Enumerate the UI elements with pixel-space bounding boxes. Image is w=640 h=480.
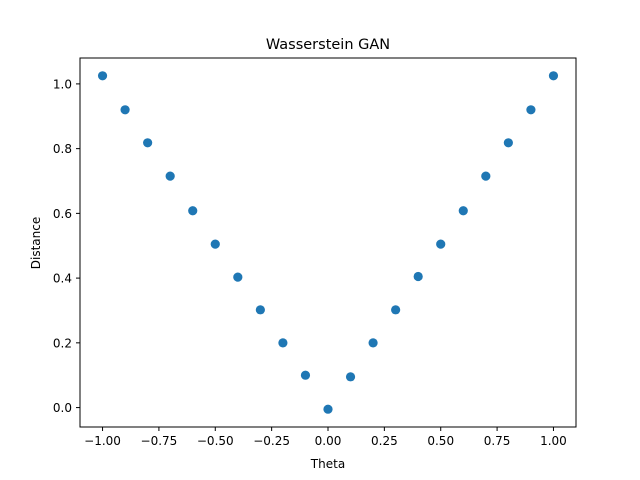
data-point (323, 404, 333, 414)
data-point (120, 105, 130, 115)
y-axis-ticks: 0.0 0.2 0.4 0.6 0.8 1.0 (53, 77, 80, 415)
data-point (345, 372, 356, 382)
data-point (436, 239, 446, 249)
x-axis-ticks: −1.00 −0.75 −0.50 −0.25 0.00 0.25 0.50 0.75 1.00 (84, 427, 567, 448)
y-tick-label: 0.2 (53, 336, 72, 350)
data-point (413, 271, 423, 282)
data-point (481, 171, 491, 181)
x-tick-label: −0.25 (253, 434, 290, 448)
data-point (458, 206, 468, 216)
x-tick-label: −0.75 (141, 434, 178, 448)
data-point (255, 305, 265, 315)
y-tick-label: 1.0 (53, 77, 72, 91)
data-point (210, 239, 220, 249)
x-axis-label: Theta (310, 457, 345, 471)
data-point (188, 206, 198, 216)
data-point (233, 272, 243, 282)
data-point (97, 71, 108, 81)
x-tick-label: 0.50 (427, 434, 454, 448)
data-point (143, 138, 153, 148)
data-point (278, 338, 288, 348)
x-tick-label: 0.75 (484, 434, 511, 448)
x-tick-label: 0.00 (315, 434, 342, 448)
x-tick-label: 1.00 (540, 434, 567, 448)
data-point (300, 370, 311, 380)
x-tick-label: −1.00 (84, 434, 121, 448)
y-tick-label: 0.4 (53, 272, 72, 286)
data-point (165, 171, 175, 181)
x-tick-label: −0.50 (197, 434, 234, 448)
y-tick-label: 0.6 (53, 207, 72, 221)
y-axis-label: Distance (29, 217, 43, 269)
data-point (503, 138, 513, 148)
data-point (391, 305, 401, 315)
x-tick-label: 0.25 (371, 434, 398, 448)
data-point (526, 105, 536, 115)
chart-title: Wasserstein GAN (266, 37, 390, 53)
y-tick-label: 0.0 (53, 401, 72, 415)
y-tick-label: 0.8 (53, 142, 72, 156)
data-point (548, 71, 559, 81)
data-point (368, 338, 378, 348)
data-points (97, 71, 559, 414)
